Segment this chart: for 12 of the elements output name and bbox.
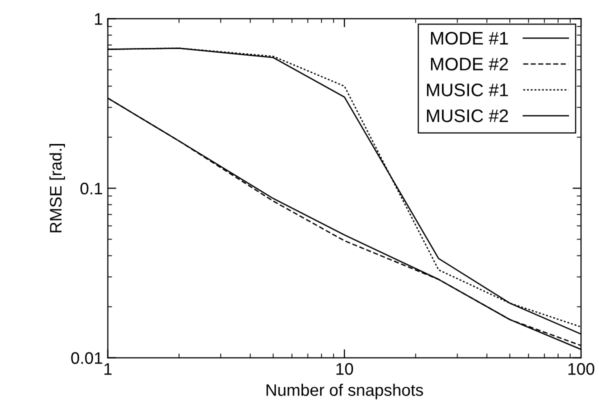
legend-label: MODE #1 [431,32,508,45]
y-tick-label: 0.01 [71,352,102,364]
y-tick-label: 1 [94,13,102,25]
x-tick-label: 100 [568,363,594,375]
y-tick-label: 0.1 [80,182,102,194]
legend-label: MUSIC #2 [427,109,508,122]
legend-label: MUSIC #1 [427,84,508,96]
x-tick-label: 1 [104,363,112,375]
x-tick-label: 10 [336,363,354,375]
y-axis-title: RMSE [rad.] [49,144,65,232]
x-axis-title: Number of snapshots [266,384,424,400]
legend-label: MODE #2 [431,58,508,70]
